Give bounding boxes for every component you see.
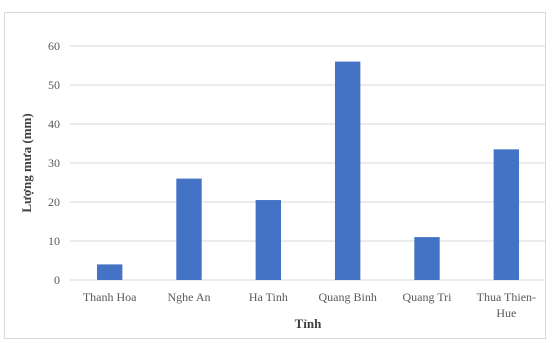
grid-layer [70, 45, 546, 281]
x-tick-label-line: Nghe An [168, 290, 211, 304]
bar [96, 264, 123, 280]
x-axis-title: Tỉnh [295, 316, 323, 331]
y-tick-label: 0 [54, 273, 60, 287]
x-tick-label-line: Quang Tri [402, 290, 452, 304]
y-tick-label: 50 [48, 78, 60, 92]
y-tick-labels: 0 10 20 30 40 50 60 [48, 39, 60, 287]
y-tick-label: 40 [48, 117, 60, 131]
bar [255, 200, 282, 280]
x-tick-label-line: Quang Binh [318, 290, 376, 304]
chart-frame [4, 12, 546, 339]
bar [176, 178, 202, 280]
y-axis-title: Lượng mưa (mm) [19, 113, 34, 212]
x-tick-label-line: Thanh Hoa [83, 290, 137, 304]
x-tick-label: Quang Binh [318, 290, 376, 304]
y-tick-label: 10 [48, 234, 60, 248]
y-tick-label: 30 [48, 156, 60, 170]
x-tick-label-line: Thua Thien- [477, 290, 536, 304]
x-tick-label: Thua Thien- Hue [477, 290, 536, 320]
x-tick-label: Thanh Hoa [83, 290, 137, 304]
x-tick-label: Quang Tri [402, 290, 452, 304]
bar-layer [96, 61, 520, 280]
x-tick-label-line: Ha Tinh [249, 290, 288, 304]
y-tick-label: 20 [48, 195, 60, 209]
x-tick-label: Ha Tinh [249, 290, 288, 304]
bar [334, 61, 361, 280]
y-tick-label: 60 [48, 39, 60, 53]
x-tick-label-line: Hue [496, 306, 516, 320]
bar [414, 237, 440, 280]
x-tick-labels: Thanh Hoa Nghe An Ha Tinh Quang Binh Quang T… [83, 290, 536, 320]
bar [493, 149, 520, 280]
x-tick-label: Nghe An [168, 290, 211, 304]
